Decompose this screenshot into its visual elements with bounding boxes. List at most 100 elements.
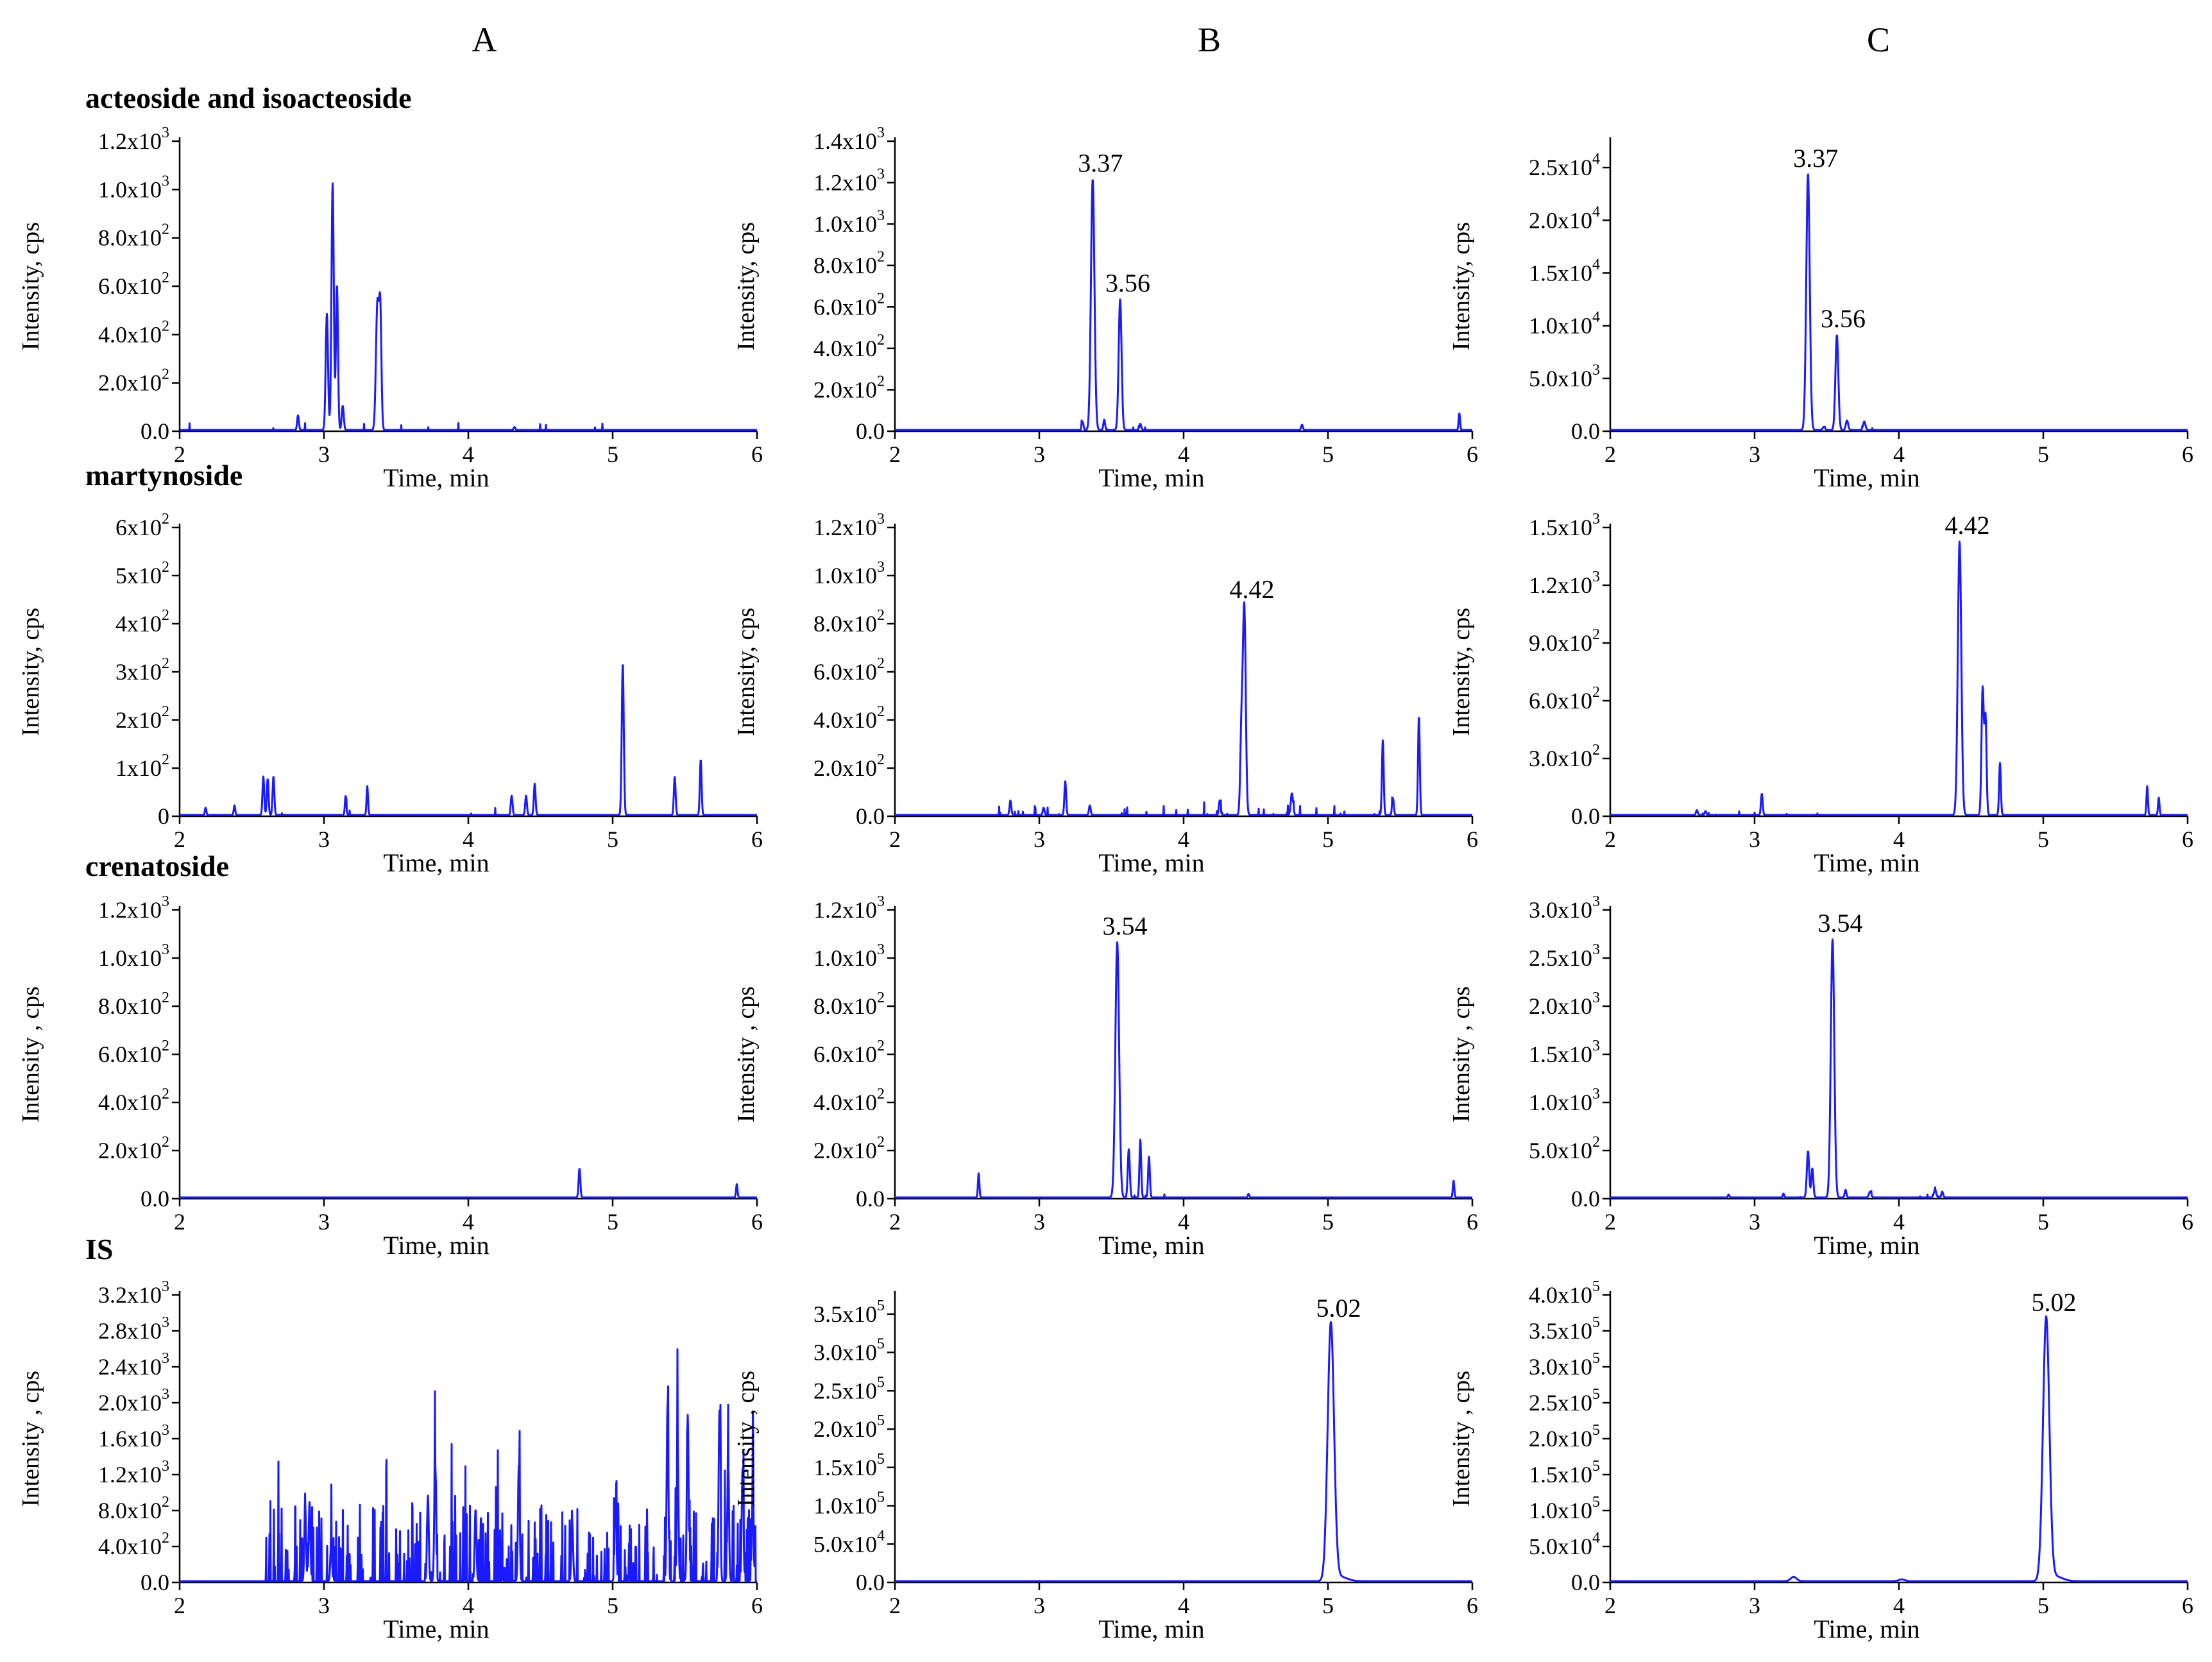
y-tick-exponent: 3 bbox=[1592, 989, 1600, 1006]
y-tick-mantissa: 0.0 bbox=[1571, 418, 1600, 444]
y-tick-mantissa: 3x10 bbox=[115, 659, 162, 685]
y-tick-mantissa: 5.0x10 bbox=[1529, 1138, 1592, 1163]
x-tick-label: 3 bbox=[318, 827, 330, 852]
y-tick-label: 6.0x102 bbox=[1529, 684, 1600, 714]
x-tick-label: 4 bbox=[1178, 1593, 1189, 1618]
y-tick-label: 0.0 bbox=[1571, 1570, 1600, 1595]
y-tick-label: 1.5x103 bbox=[1529, 1038, 1600, 1067]
y-tick-label: 2.0x104 bbox=[1529, 203, 1600, 233]
y-tick-label: 1.2x103 bbox=[813, 166, 885, 196]
x-tick-label: 5 bbox=[607, 1209, 618, 1235]
y-tick-exponent: 2 bbox=[162, 1086, 169, 1102]
axes-frame bbox=[894, 137, 1472, 433]
y-tick-exponent: 5 bbox=[1592, 1386, 1600, 1403]
y-tick-exponent: 3 bbox=[162, 1422, 169, 1439]
y-tick-label: 5.0x102 bbox=[1529, 1134, 1600, 1163]
x-tick-label: 2 bbox=[174, 1209, 185, 1235]
x-tick-label: 3 bbox=[1749, 1593, 1760, 1618]
x-tick-label: 6 bbox=[1467, 1593, 1478, 1618]
y-tick-mantissa: 4.0x10 bbox=[813, 336, 877, 361]
y-tick-label: 0.0 bbox=[1571, 1186, 1600, 1212]
y-tick-exponent: 4 bbox=[1592, 256, 1600, 273]
y-tick-exponent: 3 bbox=[877, 511, 885, 527]
y-tick-label: 3.5x105 bbox=[1529, 1314, 1600, 1344]
y-tick-label: 4.0x102 bbox=[98, 318, 169, 347]
x-tick-label: 5 bbox=[2038, 1209, 2049, 1235]
x-tick-label: 5 bbox=[607, 1593, 618, 1618]
y-tick-mantissa: 3.2x10 bbox=[98, 1282, 162, 1308]
y-tick-mantissa: 3.0x10 bbox=[1529, 746, 1592, 771]
chromatogram-trace bbox=[894, 179, 1473, 431]
y-tick-exponent: 2 bbox=[877, 655, 885, 672]
x-tick-label: 2 bbox=[174, 1593, 185, 1618]
y-tick-label: 6x102 bbox=[115, 511, 169, 540]
chromatogram-trace bbox=[1610, 938, 2188, 1199]
y-tick-label: 1.2x103 bbox=[1529, 569, 1600, 598]
x-tick-label: 6 bbox=[751, 1209, 763, 1235]
y-tick-exponent: 5 bbox=[877, 1412, 885, 1429]
y-tick-mantissa: 2.5x10 bbox=[813, 1378, 877, 1403]
y-tick-exponent: 3 bbox=[1592, 941, 1600, 958]
y-tick-mantissa: 3.5x10 bbox=[1529, 1318, 1592, 1344]
y-tick-exponent: 2 bbox=[877, 751, 885, 768]
y-tick-mantissa: 1.0x10 bbox=[1529, 1090, 1592, 1115]
axes-frame bbox=[1609, 137, 2188, 433]
x-tick-label: 5 bbox=[2038, 441, 2049, 467]
y-tick-exponent: 2 bbox=[162, 559, 169, 576]
y-tick-exponent: 2 bbox=[1592, 1134, 1600, 1151]
y-tick-mantissa: 0.0 bbox=[1571, 1186, 1600, 1212]
y-tick-exponent: 2 bbox=[877, 1134, 885, 1151]
y-axis-label: Intensity, cps bbox=[733, 222, 760, 350]
y-tick-exponent: 5 bbox=[877, 1374, 885, 1391]
y-tick-label: 5x102 bbox=[115, 559, 169, 588]
y-tick-mantissa: 5.0x10 bbox=[1529, 366, 1592, 391]
axes-frame bbox=[1609, 1291, 2188, 1584]
x-tick-label: 2 bbox=[889, 827, 901, 852]
chromatogram-trace bbox=[894, 941, 1473, 1199]
chromatogram-trace bbox=[1610, 540, 2188, 816]
y-tick-label: 5.0x103 bbox=[1529, 362, 1600, 391]
y-tick-label: 2.0x103 bbox=[1529, 989, 1600, 1019]
y-tick-mantissa: 0.0 bbox=[856, 803, 885, 829]
y-tick-mantissa: 1.5x10 bbox=[1529, 1041, 1592, 1067]
y-tick-mantissa: 0.0 bbox=[856, 418, 885, 444]
x-axis-label: Time, min bbox=[1814, 1231, 1919, 1260]
y-tick-label: 9.0x102 bbox=[1529, 626, 1600, 656]
axes-frame bbox=[894, 524, 1472, 818]
x-tick-label: 3 bbox=[318, 1593, 330, 1618]
x-tick-label: 4 bbox=[463, 1209, 474, 1235]
y-tick-exponent: 3 bbox=[162, 1314, 169, 1331]
y-tick-mantissa: 8.0x10 bbox=[98, 1498, 162, 1523]
x-tick-label: 5 bbox=[1322, 1209, 1334, 1235]
y-tick-label: 4.0x105 bbox=[1529, 1278, 1600, 1308]
y-tick-mantissa: 0.0 bbox=[140, 1570, 169, 1595]
peak-label: 3.56 bbox=[1821, 304, 1866, 333]
x-axis-label: Time, min bbox=[1814, 848, 1919, 877]
y-tick-mantissa: 1.5x10 bbox=[1529, 260, 1592, 286]
x-tick-label: 6 bbox=[2182, 441, 2193, 467]
chromatogram-trace bbox=[1610, 173, 2188, 431]
y-tick-label: 2.0x105 bbox=[1529, 1422, 1600, 1452]
y-tick-mantissa: 1.6x10 bbox=[98, 1426, 162, 1452]
y-tick-exponent: 3 bbox=[877, 559, 885, 576]
y-axis-label: Intensity, cps bbox=[17, 608, 44, 736]
y-tick-label: 2.0x105 bbox=[813, 1412, 885, 1442]
x-tick-label: 6 bbox=[1467, 827, 1478, 852]
y-tick-label: 2.4x103 bbox=[98, 1350, 169, 1380]
x-tick-label: 5 bbox=[1322, 441, 1334, 467]
y-tick-label: 1.5x105 bbox=[1529, 1458, 1600, 1487]
row-title-0: acteoside and isoacteoside bbox=[85, 81, 412, 114]
x-tick-label: 4 bbox=[463, 1593, 474, 1618]
column-label-b: B bbox=[1198, 21, 1221, 59]
y-tick-mantissa: 1.2x10 bbox=[813, 897, 877, 923]
x-axis-label: Time, min bbox=[1098, 848, 1204, 877]
y-tick-mantissa: 1.5x10 bbox=[1529, 1462, 1592, 1487]
y-tick-exponent: 2 bbox=[162, 751, 169, 768]
y-tick-mantissa: 9.0x10 bbox=[1529, 630, 1592, 656]
y-tick-mantissa: 1.2x10 bbox=[98, 1462, 162, 1487]
x-tick-label: 2 bbox=[1604, 441, 1616, 467]
y-tick-mantissa: 0.0 bbox=[856, 1570, 885, 1595]
